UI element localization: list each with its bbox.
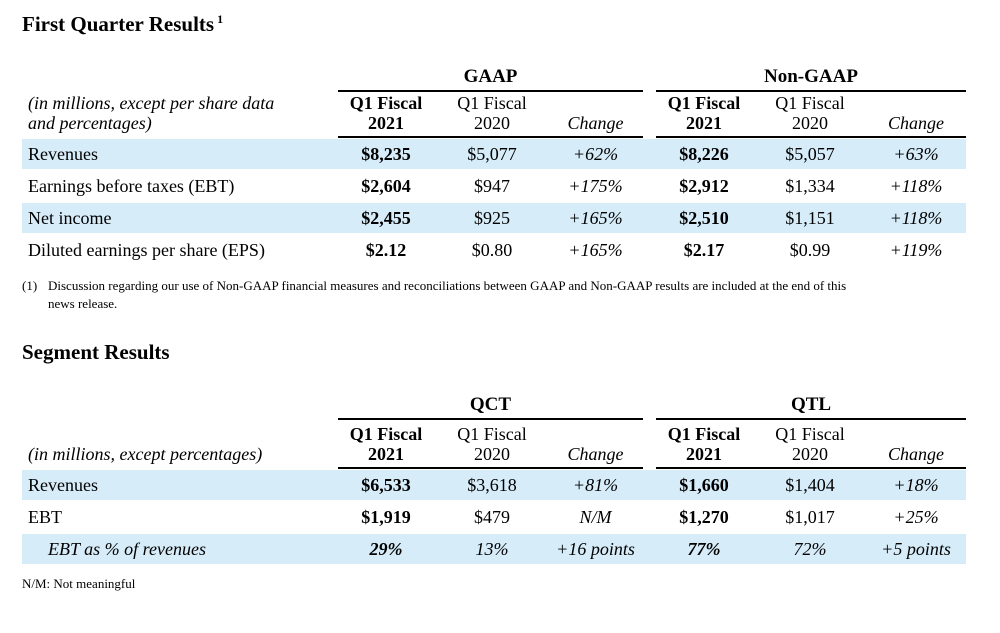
cell-q1-2020: $1,017 [785,507,835,527]
row-band [22,203,966,233]
group-header-non-gaap: Non-GAAP [764,66,858,87]
cell-change: +175% [568,176,623,196]
cell-q1-2021: $2,510 [679,208,729,228]
cell-q1-2021: $1,919 [361,507,411,527]
column-header-q1-2021: Q1 Fiscal 2021 [349,424,423,464]
row-label: Net income [28,208,112,228]
group-rule-qct [338,418,643,420]
column-header-change: Change [567,444,624,464]
section-title-segment-results: Segment Results [22,340,170,364]
header-rule-gaap [338,136,643,138]
cell-change: +63% [893,144,939,164]
cell-q1-2020: 72% [793,539,827,559]
footnote-number: (1) [22,278,38,293]
cell-q1-2020: $5,057 [785,144,835,164]
cell-q1-2021: $1,660 [679,475,729,495]
cell-q1-2020: $1,404 [785,475,835,495]
header-rule-non-gaap [656,136,966,138]
column-header-q1-2020: Q1 Fiscal 2020 [775,93,845,133]
header-rule-qct [338,467,643,469]
column-header-change: Change [567,113,624,133]
table-subtitle: (in millions, except per share data and … [28,93,275,133]
column-header-q1-2020: Q1 Fiscal 2020 [457,424,527,464]
cell-q1-2020: $925 [474,208,510,228]
column-header-q1-2021: Q1 Fiscal 2021 [667,93,741,133]
cell-q1-2020: 13% [475,539,509,559]
column-header-q1-2020: Q1 Fiscal 2020 [775,424,845,464]
cell-q1-2020: $0.80 [471,240,513,260]
note-not-meaningful: N/M: Not meaningful [22,576,136,591]
group-rule-non-gaap [656,90,966,92]
footnote-marker: 1 [217,12,224,26]
cell-q1-2021: $6,533 [361,475,411,495]
row-band [22,470,966,500]
cell-q1-2021: $2.12 [365,240,407,260]
cell-change: +165% [568,208,623,228]
group-header-qtl: QTL [790,394,832,415]
header-rule-qtl [656,467,966,469]
cell-q1-2020: $3,618 [467,475,517,495]
row-band [22,534,966,564]
cell-q1-2020: $0.99 [789,240,831,260]
column-header-q1-2020: Q1 Fiscal 2020 [457,93,527,133]
column-header-change: Change [888,444,944,464]
group-header-gaap: GAAP [463,66,518,87]
column-header-change: Change [888,113,944,133]
row-label: Diluted earnings per share (EPS) [28,240,265,260]
cell-q1-2021: $8,235 [361,144,411,164]
cell-q1-2021: $2.17 [683,240,725,260]
row-band [22,139,966,169]
cell-q1-2021: 77% [687,539,721,559]
cell-change: +18% [893,475,939,495]
cell-change: +62% [572,144,619,164]
column-header-q1-2021: Q1 Fiscal 2021 [349,93,423,133]
footnote-text: Discussion regarding our use of Non-GAAP… [48,278,847,311]
cell-change: +118% [889,176,943,196]
cell-change: +25% [893,507,939,527]
cell-change: +81% [572,475,619,495]
row-label: Revenues [28,144,98,164]
cell-q1-2020: $1,334 [785,176,835,196]
cell-q1-2021: $2,455 [361,208,411,228]
row-label: EBT [28,507,62,527]
cell-change: +165% [568,240,623,260]
cell-change: +16 points [556,539,635,559]
group-rule-qtl [656,418,966,420]
group-rule-gaap [338,90,643,92]
cell-change: N/M [579,507,612,527]
cell-q1-2020: $947 [474,176,510,196]
cell-q1-2021: 29% [369,539,403,559]
column-header-q1-2021: Q1 Fiscal 2021 [667,424,741,464]
row-label: Earnings before taxes (EBT) [28,176,235,196]
cell-q1-2021: $8,226 [679,144,729,164]
table-subtitle: (in millions, except percentages) [28,444,263,464]
group-header-qct: QCT [469,394,512,415]
cell-q1-2021: $2,912 [679,176,729,196]
row-label: Revenues [28,475,98,495]
cell-q1-2020: $1,151 [785,208,835,228]
cell-change: +5 points [881,539,951,559]
section-title-first-quarter: First Quarter Results 1 [22,12,224,36]
cell-q1-2021: $2,604 [361,176,411,196]
cell-change: +119% [889,240,943,260]
cell-q1-2020: $5,077 [467,144,517,164]
cell-q1-2020: $479 [474,507,510,527]
cell-q1-2021: $1,270 [679,507,729,527]
cell-change: +118% [889,208,943,228]
row-label: EBT as % of revenues [48,539,206,559]
